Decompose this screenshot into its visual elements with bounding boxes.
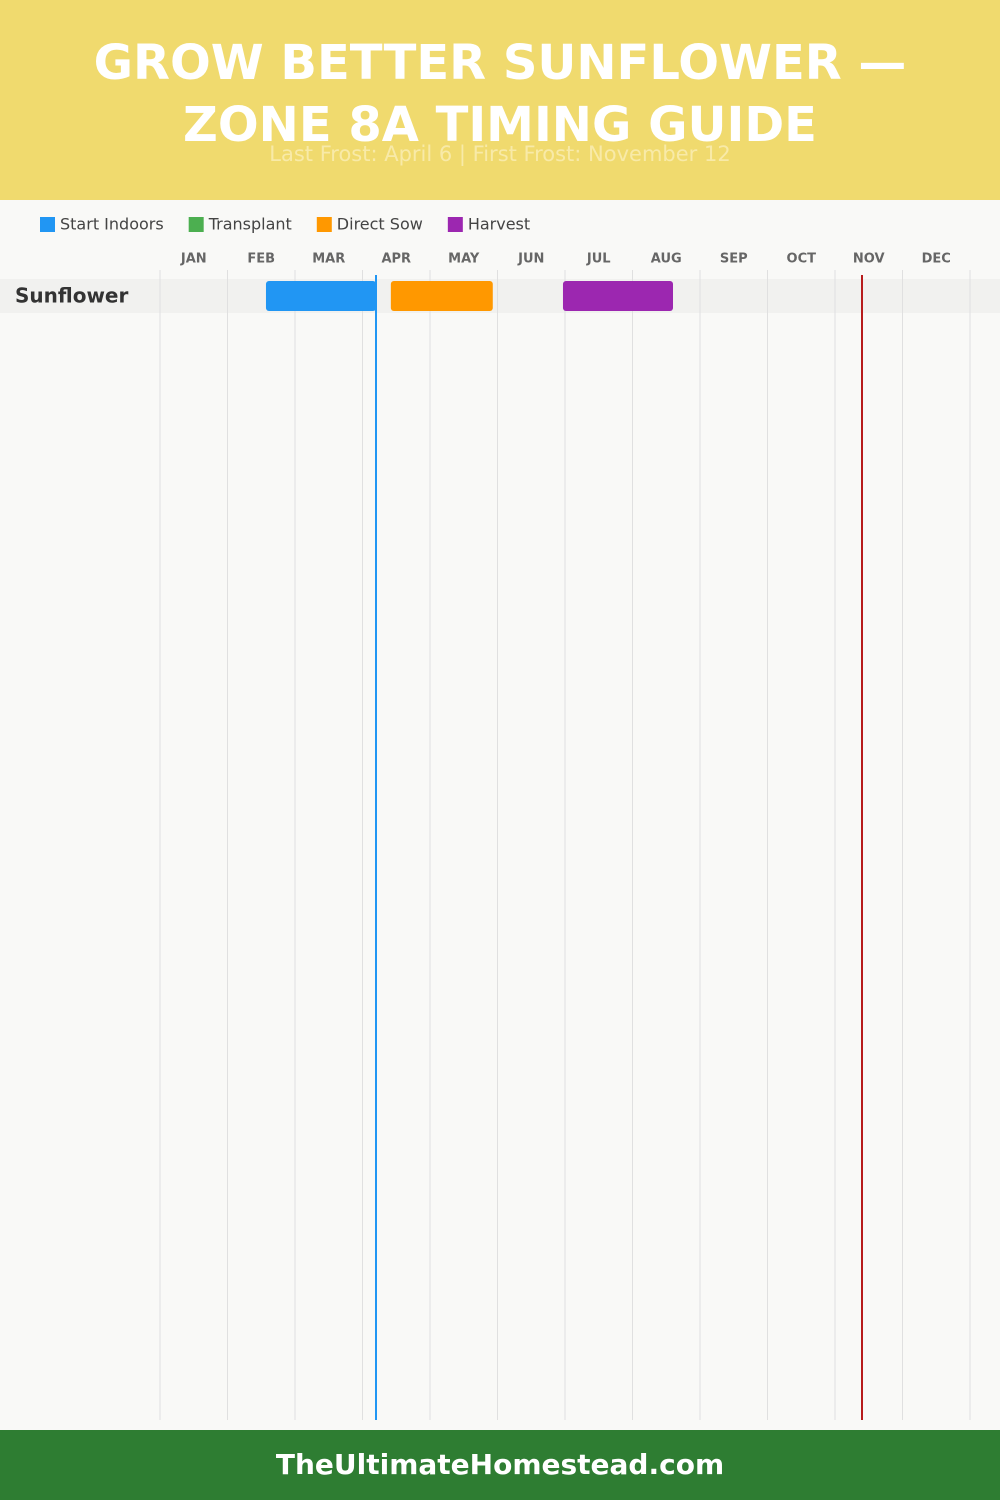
month-label: FEB	[247, 252, 275, 267]
legend-label: Direct Sow	[337, 215, 423, 234]
month-label: DEC	[922, 252, 951, 267]
title: GROW BETTER SUNFLOWER — ZONE 8A TIMING G…	[93, 35, 907, 153]
month-label: JUN	[517, 252, 544, 267]
legend-label: Harvest	[468, 215, 530, 234]
month-label: MAR	[312, 252, 345, 267]
month-label: APR	[381, 252, 411, 267]
legend-swatch	[40, 217, 55, 232]
legend-swatch	[447, 217, 463, 232]
span-bar	[562, 281, 673, 311]
header: GROW BETTER SUNFLOWER — ZONE 8A TIMING G…	[0, 0, 1000, 200]
legend-swatch	[316, 217, 332, 232]
month-label: JAN	[180, 252, 207, 267]
month-label: AUG	[651, 252, 682, 267]
chart: Sunflower JAN FEB MAR APR MAY JUN JUL AUG SEP OCT N…	[0, 215, 1000, 1420]
legend-swatch	[188, 217, 204, 232]
month-label: NOV	[853, 252, 885, 267]
month-label: SEP	[720, 252, 748, 267]
legend-label: Transplant	[208, 215, 292, 234]
span-bar	[265, 281, 376, 311]
month-label: JUL	[586, 252, 611, 267]
month-label: MAY	[448, 252, 480, 267]
subtitle: Last Frost: April 6 | First Frost: Novem…	[269, 142, 731, 166]
row-band	[0, 279, 1000, 313]
span-bar	[390, 281, 493, 311]
month-label: OCT	[787, 252, 817, 267]
legend-label: Start Indoors	[60, 215, 164, 234]
row-label: Sunflower	[15, 284, 128, 308]
footer: TheUltimateHomestead.com	[0, 1430, 1000, 1500]
